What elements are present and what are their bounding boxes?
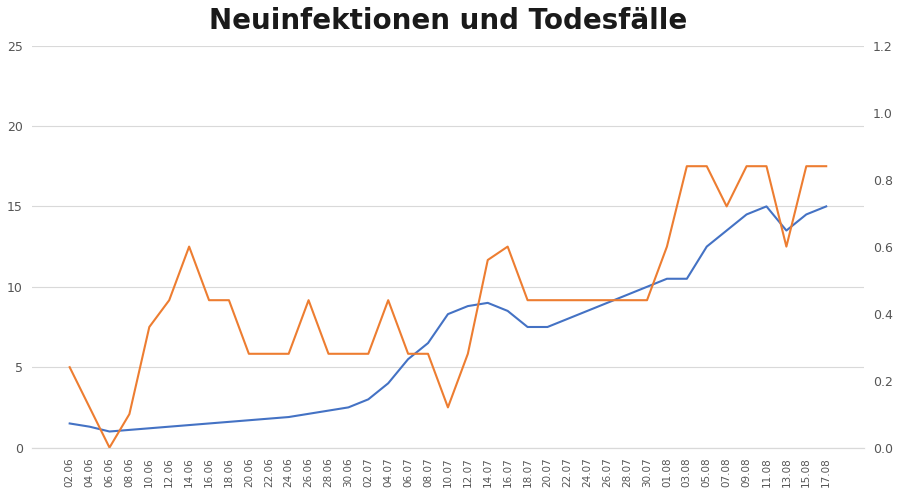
Title: Neuinfektionen und Todesfälle: Neuinfektionen und Todesfälle [209,7,687,35]
